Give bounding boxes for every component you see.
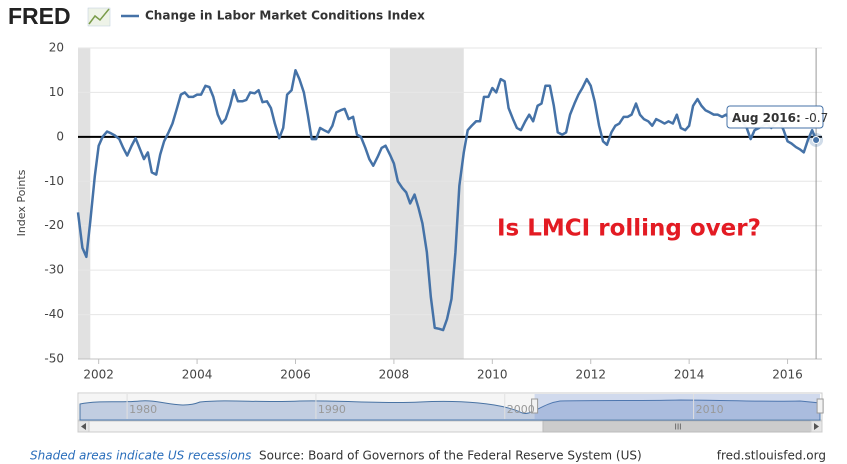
y-tick-label: 0 bbox=[56, 129, 64, 143]
navigator-tick-label: 2000 bbox=[507, 403, 535, 416]
navigator-handle[interactable] bbox=[816, 398, 824, 414]
tooltip: Aug 2016: -0.7 bbox=[726, 105, 828, 129]
logo-icon bbox=[87, 7, 111, 27]
site[interactable]: fred.stlouisfed.org bbox=[717, 449, 826, 463]
y-tick-label: -40 bbox=[44, 307, 64, 321]
x-tick-label: 2002 bbox=[83, 368, 114, 382]
navigator-tick-label: 2010 bbox=[696, 403, 724, 416]
logo: FRED bbox=[8, 3, 71, 29]
scrollbar-grip: III bbox=[674, 423, 681, 432]
recession-band bbox=[78, 48, 91, 359]
y-tick-label: 20 bbox=[49, 41, 64, 55]
legend-label: Change in Labor Market Conditions Index bbox=[145, 9, 425, 23]
y-tick-label: -10 bbox=[44, 174, 64, 188]
hover-point bbox=[812, 135, 821, 144]
source: Source: Board of Governors of the Federa… bbox=[259, 449, 642, 463]
tooltip-box bbox=[726, 105, 824, 129]
navigator-handle[interactable] bbox=[531, 398, 539, 414]
navigator-tick-label: 1980 bbox=[129, 403, 157, 416]
recession-note[interactable]: Shaded areas indicate US recessions bbox=[30, 449, 251, 463]
x-tick-label: 2016 bbox=[772, 368, 803, 382]
series-line bbox=[76, 68, 818, 332]
y-axis-label: Index Points bbox=[15, 169, 28, 236]
x-tick-label: 2010 bbox=[477, 368, 508, 382]
navigator-selection bbox=[534, 394, 821, 419]
navigator-tick-label: 1990 bbox=[318, 403, 346, 416]
navigator-mask-left bbox=[79, 394, 535, 419]
navigator: 1980 1990 2000 2010 III bbox=[77, 392, 824, 433]
tooltip-label: Aug 2016: bbox=[732, 111, 801, 125]
tooltip-text: Aug 2016: -0.7 bbox=[732, 111, 828, 125]
y-tick-label: 10 bbox=[49, 85, 64, 99]
x-tick-label: 2014 bbox=[674, 368, 705, 382]
x-tick-label: 2004 bbox=[182, 368, 213, 382]
navigator-series bbox=[79, 399, 821, 421]
tooltip-value: -0.7 bbox=[805, 111, 828, 125]
recession-band bbox=[389, 48, 464, 359]
x-tick-label: 2008 bbox=[379, 368, 410, 382]
navigator-axis: 1980 1990 2000 2010 bbox=[79, 394, 824, 419]
scroll-right-arrow bbox=[814, 423, 819, 430]
x-tick-label: 2012 bbox=[575, 368, 606, 382]
x-tick-label: 2006 bbox=[280, 368, 311, 382]
y-tick-label: -50 bbox=[44, 352, 64, 366]
y-tick-label: -20 bbox=[44, 218, 64, 232]
annotation: Is LMCI rolling over? bbox=[497, 216, 761, 242]
scroll-left-arrow bbox=[81, 423, 86, 430]
y-tick-label: -30 bbox=[44, 263, 64, 277]
